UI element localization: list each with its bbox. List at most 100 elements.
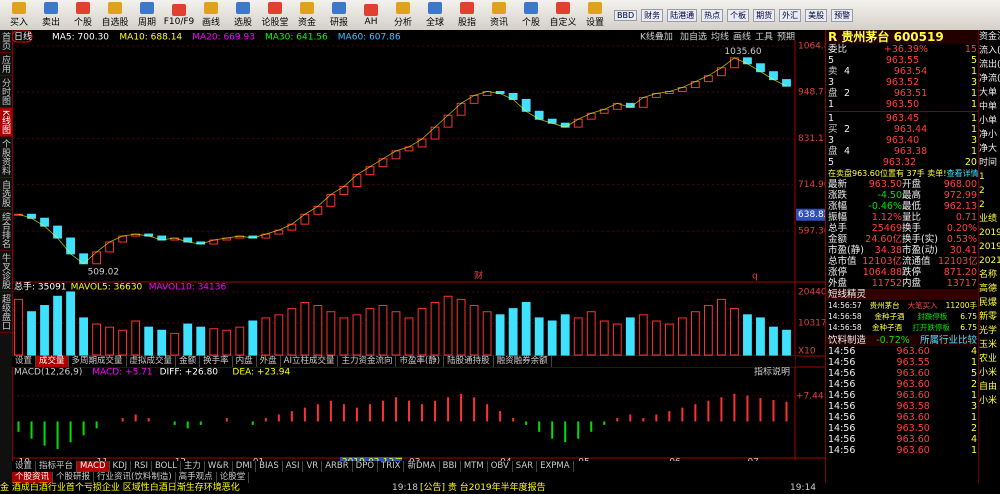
tab[interactable]: SAR	[513, 461, 538, 472]
tab[interactable]: 虚拟成交量	[127, 356, 177, 367]
toolbar-button[interactable]: 买入	[4, 2, 34, 28]
toolbar-button[interactable]: 论股堂	[260, 2, 290, 28]
macd-label: DIFF: +26.80	[160, 368, 219, 378]
quote-row: 4 963.54 1 卖	[826, 66, 979, 77]
toolbar-link[interactable]: 财务	[641, 8, 664, 22]
quote-row: 市盈(静) 34.38 市盈(动) 30.41	[826, 245, 979, 256]
tab[interactable]: 个股研报	[53, 472, 95, 483]
tab[interactable]: 设置	[12, 356, 37, 367]
tab[interactable]: RSI	[131, 461, 152, 472]
toolbar-button[interactable]: 股指	[452, 2, 482, 28]
tab[interactable]: DPO	[353, 461, 379, 472]
quote-row: 14:56:58 金种子酒 封跌停板 6.75	[826, 311, 979, 322]
tab[interactable]: 指标平台	[36, 461, 78, 472]
toolbar-button[interactable]: 选股	[228, 2, 258, 28]
side-tab[interactable]: K线图	[0, 108, 12, 137]
tab[interactable]: OBV	[488, 461, 513, 472]
toolbar-link[interactable]: 热点	[701, 8, 724, 22]
toolbar-link[interactable]: BBD	[614, 9, 638, 21]
tab[interactable]: W&R	[205, 461, 233, 472]
tab[interactable]: MACD	[77, 461, 110, 472]
tab[interactable]: 成交量	[36, 356, 69, 367]
volume-bar	[118, 329, 128, 356]
news[interactable]: [公告] 贵 台2019年半年度报告	[420, 483, 546, 493]
ma-label: MA60: 607.86	[338, 33, 401, 43]
toolbar-button[interactable]: 卖出	[36, 2, 66, 28]
side-tab[interactable]: 应用	[0, 53, 12, 76]
toolbar-button[interactable]: 研报	[324, 2, 354, 28]
tab[interactable]: 行业资讯(饮料制造)	[94, 472, 176, 483]
chart-button[interactable]: 工具	[755, 32, 773, 43]
tab[interactable]: BOLL	[152, 461, 181, 472]
tab[interactable]: 市盈率(静)	[396, 356, 445, 367]
tab[interactable]: 设置	[12, 461, 37, 472]
tab[interactable]: VR	[303, 461, 323, 472]
toolbar-link[interactable]: 外汇	[779, 8, 802, 22]
side-tab[interactable]: 超级盘口	[0, 292, 12, 333]
toolbar-button[interactable]: 资讯	[484, 2, 514, 28]
toolbar-button[interactable]: 周期	[132, 2, 162, 28]
toolbar-button[interactable]: 资金	[292, 2, 322, 28]
tab[interactable]: KDJ	[110, 461, 132, 472]
toolbar-link[interactable]: 美股	[805, 8, 828, 22]
toolbar-button[interactable]: 个股	[68, 2, 98, 28]
tab[interactable]: ASI	[283, 461, 304, 472]
indicator-help[interactable]: 指标说明	[754, 366, 790, 378]
tab[interactable]: BBI	[440, 461, 461, 472]
tab[interactable]: 换手率	[200, 356, 233, 367]
cell: 1	[970, 445, 977, 456]
toolbar-button[interactable]: 自选股	[100, 2, 130, 28]
tab[interactable]: 主力	[181, 461, 205, 472]
toolbar-link[interactable]: 个板	[727, 8, 750, 22]
toolbar-link[interactable]: 期货	[753, 8, 776, 22]
chart-button[interactable]: 加自选	[680, 31, 707, 43]
toolbar-button[interactable]: 分析	[388, 2, 418, 28]
tab[interactable]: 内盘	[233, 356, 257, 367]
tab[interactable]: 个股资讯	[12, 472, 54, 483]
toolbar-button[interactable]: 画线	[196, 2, 226, 28]
side-tab[interactable]: 自选股	[0, 178, 12, 210]
tab[interactable]: 陆股通持股	[444, 356, 494, 367]
toolbar-link[interactable]: 预警	[831, 8, 854, 22]
candle	[92, 251, 102, 265]
tab[interactable]: 融资融券余额	[494, 356, 552, 367]
cell: 34.38	[874, 245, 902, 256]
chart-button[interactable]: K线叠加	[640, 31, 673, 43]
tab[interactable]: TRIX	[378, 461, 405, 472]
toolbar-button[interactable]: 自定义	[548, 2, 578, 28]
side-tab[interactable]: 综合排名	[0, 210, 12, 251]
tab[interactable]: EXPMA	[537, 461, 574, 472]
chart-button[interactable]: 均线	[711, 31, 729, 43]
tab[interactable]: 金额	[176, 356, 201, 367]
side-label: 净大	[979, 144, 998, 154]
chart-button[interactable]: 画线	[733, 31, 751, 43]
tab[interactable]: 论股堂	[217, 472, 250, 483]
divider	[826, 111, 979, 112]
toolbar-link[interactable]: 陆港通	[667, 8, 698, 22]
side-tab[interactable]: 个股资料	[0, 137, 12, 178]
tab[interactable]: 主力资金流向	[338, 356, 397, 367]
tab[interactable]: 多周期成交量	[69, 356, 127, 367]
tab[interactable]: ARBR	[322, 461, 353, 472]
candle	[469, 94, 479, 104]
tab[interactable]: BIAS	[256, 461, 283, 472]
toolbar-button[interactable]: F10/F9	[164, 3, 194, 27]
toolbar-button[interactable]: 全球	[420, 2, 450, 28]
side-tab[interactable]: 首页	[0, 30, 12, 53]
side-tab[interactable]: 牛叉诊股	[0, 251, 12, 292]
tab[interactable]: AI立柱成交量	[281, 356, 339, 367]
tab[interactable]: 新DMA	[404, 461, 440, 472]
toolbar-button[interactable]: 设置	[580, 2, 610, 28]
side-tab[interactable]: 分时图	[0, 76, 12, 108]
y-tick-label: 20440	[798, 287, 825, 297]
toolbar-button[interactable]: AH	[356, 3, 386, 27]
tab[interactable]: DMI	[233, 461, 257, 472]
chart-button[interactable]: 预期	[777, 32, 795, 43]
tab[interactable]: 高手观点	[176, 472, 217, 483]
tab[interactable]: MTM	[461, 461, 488, 472]
volume-bar	[326, 311, 336, 356]
tab[interactable]: 外盘	[257, 356, 281, 367]
toolbar-button[interactable]: 个股	[516, 2, 546, 28]
news[interactable]: 金 酒成白酒行业首个亏损企业 区域性白酒日渐生存环境恶化	[0, 483, 240, 493]
